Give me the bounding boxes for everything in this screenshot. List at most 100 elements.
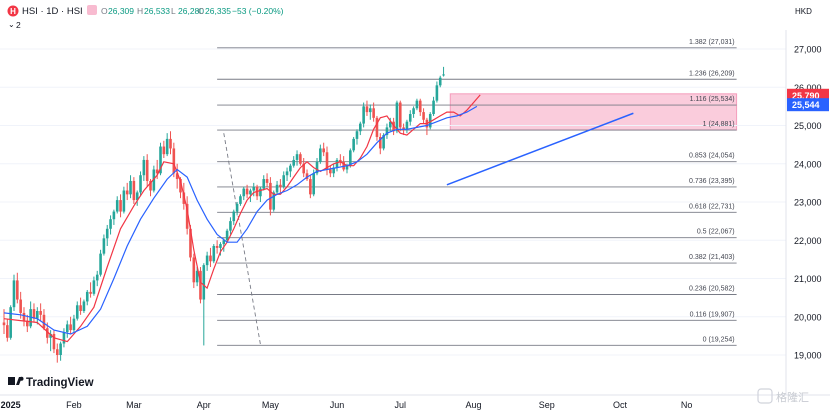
- watermark: 格隆汇: [757, 388, 809, 404]
- time-tick-label: Jun: [330, 400, 345, 410]
- candle-body: [199, 270, 202, 300]
- candle-body: [12, 280, 16, 308]
- fib-level-label: 1.382 (27,031): [689, 39, 735, 46]
- candle-body: [252, 186, 256, 191]
- tradingview-logo-text: TradingView: [26, 377, 94, 389]
- market-status-icon: [87, 5, 97, 15]
- candle-body: [242, 188, 246, 197]
- candle-body: [372, 108, 375, 118]
- candle-body: [212, 245, 216, 262]
- candle-body: [405, 121, 409, 130]
- candle-body: [319, 148, 322, 162]
- indicator-count[interactable]: 2: [16, 20, 21, 30]
- ma-fast-line: [3, 94, 481, 343]
- candle-body: [262, 179, 266, 189]
- price-tick-label: 26,000: [794, 83, 822, 93]
- time-tick-label: Jul: [395, 400, 407, 410]
- candle-body: [349, 150, 352, 166]
- moving-averages: [3, 94, 481, 343]
- candle-body: [292, 159, 296, 166]
- candle-body: [299, 154, 302, 164]
- symbol-title[interactable]: HSI · 1D · HSI: [22, 6, 83, 17]
- candle-body: [192, 257, 196, 283]
- candle-body: [382, 135, 385, 149]
- candle-body: [155, 169, 159, 174]
- price-tick-label: 27,000: [794, 45, 822, 55]
- price-axis[interactable]: 19,000 20,000 21,000 22,000 23,000 24,000 25,0…: [794, 45, 822, 361]
- candle-body: [438, 77, 442, 86]
- candle-body: [142, 159, 146, 176]
- time-tick-label: 2025: [1, 400, 21, 410]
- candle-body: [72, 318, 76, 331]
- candle-body: [398, 102, 402, 128]
- candle-body: [135, 192, 139, 201]
- candle-body: [85, 291, 89, 302]
- tradingview-logo[interactable]: TradingView: [8, 376, 94, 389]
- candle-body: [195, 270, 199, 283]
- price-tick-label: 24,000: [794, 159, 822, 169]
- candle-body: [159, 146, 162, 174]
- candle-body: [225, 230, 229, 241]
- candle-body: [342, 161, 345, 170]
- candle-body: [149, 180, 152, 191]
- time-tick-label: Apr: [197, 400, 211, 410]
- fib-level-label: 0 (19,254): [703, 336, 735, 343]
- candle-body: [95, 274, 99, 281]
- candle-body: [22, 312, 26, 321]
- candle-body: [272, 192, 276, 210]
- candle-body: [185, 203, 189, 229]
- candle-body: [322, 148, 325, 153]
- candle-body: [16, 280, 19, 300]
- candle-body: [285, 171, 289, 176]
- candle-body: [165, 138, 169, 155]
- candle-body: [235, 203, 239, 212]
- candle-body: [209, 255, 212, 262]
- candle-body: [89, 291, 92, 294]
- candle-body: [82, 301, 86, 312]
- currency-label[interactable]: HKD: [795, 7, 812, 16]
- fibonacci-retracement[interactable]: 1.382 (27,031) 1.236 (26,209) 1.116 (25,53…: [217, 39, 737, 346]
- candle-body: [245, 188, 249, 195]
- candle-body: [295, 154, 299, 160]
- candle-body: [259, 188, 262, 197]
- watermark-text: 格隆汇: [776, 390, 809, 404]
- candle-body: [119, 200, 122, 212]
- time-tick-label: Mar: [126, 400, 142, 410]
- candle-body: [442, 74, 445, 76]
- candle-body: [9, 307, 12, 338]
- candle-body: [172, 148, 176, 174]
- support-trendline[interactable]: [446, 112, 634, 186]
- candle-body: [19, 299, 22, 313]
- candle-body: [32, 309, 36, 319]
- candle-body: [289, 165, 292, 172]
- candle-body: [6, 325, 9, 338]
- candle-body: [75, 305, 79, 319]
- candle-body: [392, 121, 395, 132]
- candle-body: [378, 136, 382, 149]
- candle-body: [175, 173, 179, 180]
- fib-level-label: 1.116 (25,534): [690, 96, 735, 103]
- candle-body: [105, 228, 109, 239]
- candle-body: [125, 190, 129, 195]
- fib-level-label: 0.382 (21,403): [689, 254, 735, 261]
- candle-body: [339, 159, 342, 162]
- candle-body: [369, 108, 372, 113]
- candle-body: [182, 192, 186, 204]
- candle-body: [302, 163, 305, 174]
- candle-body: [388, 121, 392, 128]
- candle-body: [415, 100, 419, 109]
- projection-dashed-line[interactable]: [223, 133, 261, 345]
- candle-body: [59, 343, 62, 355]
- ohlc-high-label: H: [137, 6, 143, 16]
- time-axis[interactable]: 2025 Feb Mar Apr May Jun Jul Aug Sep Oct No: [1, 400, 693, 410]
- candle-body: [432, 100, 435, 115]
- candles: [2, 66, 445, 363]
- fib-level-label: 1 (24,881): [703, 121, 735, 128]
- fib-level-label: 0.736 (23,395): [689, 178, 735, 185]
- collapse-chevron-icon[interactable]: ⌄: [8, 20, 15, 29]
- drawings: [223, 112, 634, 345]
- watermark-logo-icon: [757, 388, 773, 404]
- candle-body: [179, 179, 182, 193]
